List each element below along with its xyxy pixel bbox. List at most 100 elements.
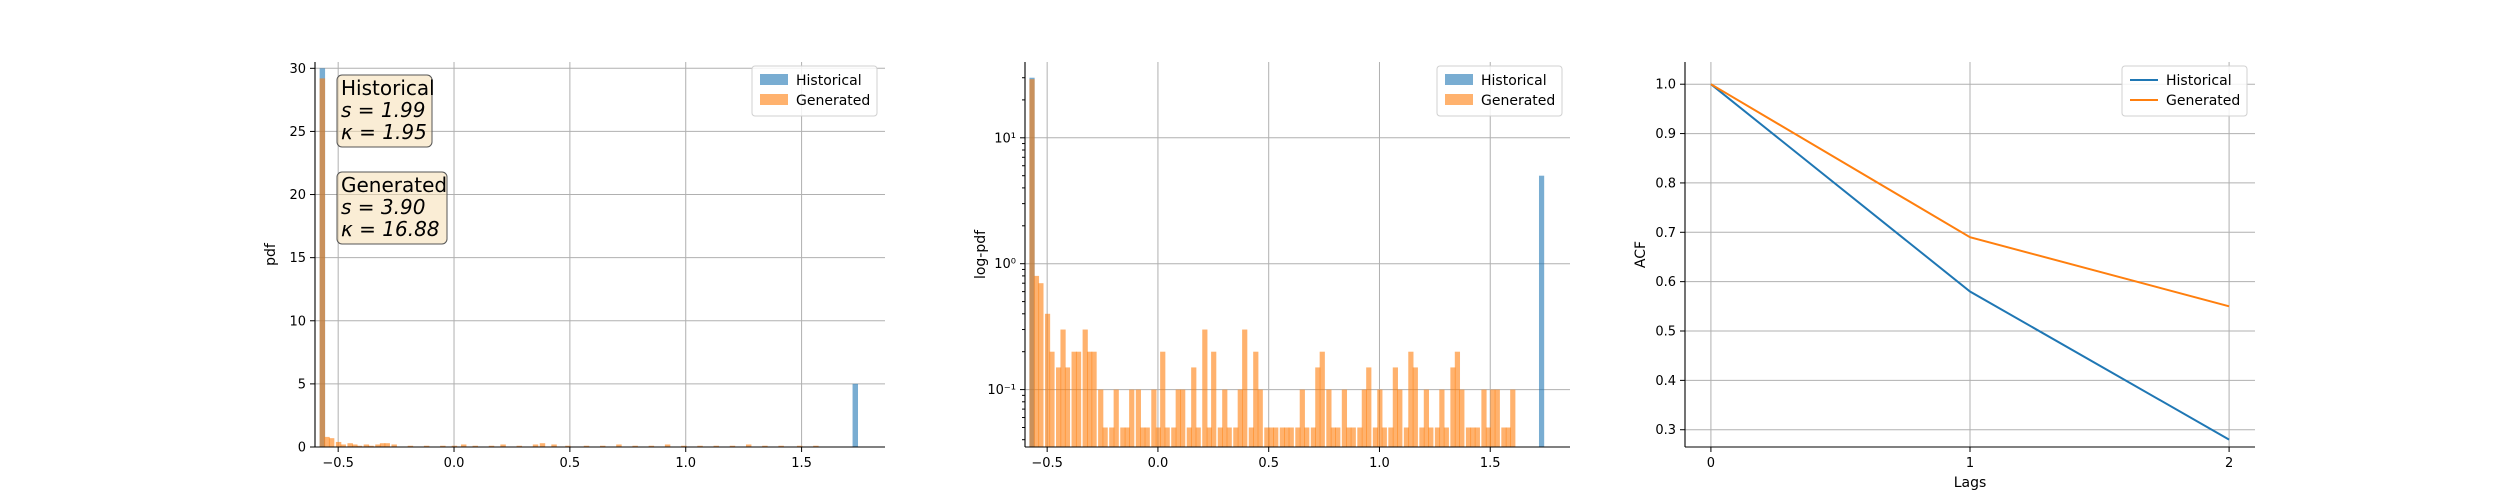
generated-histogram-bar (460, 444, 467, 447)
generated-histogram-bar (1044, 313, 1051, 447)
generated-histogram-bar (1124, 427, 1130, 447)
generated-histogram-bar (1372, 427, 1379, 447)
stats-box (336, 74, 433, 148)
y-axis-label: ACF (1633, 241, 1649, 268)
generated-histogram-bar (1412, 367, 1418, 447)
y-tick-label: 30 (289, 62, 306, 77)
generated-histogram-bar (1113, 389, 1119, 447)
generated-histogram-bar (1202, 329, 1208, 447)
generated-histogram-bar (1233, 427, 1239, 447)
y-tick-label: 10¹ (994, 131, 1016, 146)
generated-histogram-bar (328, 438, 335, 447)
generated-histogram-bar (1465, 427, 1472, 447)
historical-histogram-bar (852, 383, 859, 447)
generated-histogram-bar (1109, 427, 1115, 447)
generated-histogram-bar (1485, 427, 1492, 447)
generated-histogram-bar (551, 444, 557, 447)
y-tick-label: 25 (289, 125, 306, 140)
panel-histogram-pdf: −0.5 0.0 0.5 1.0 1.5 0 5 10 15 20 25 30 pdf Historica… (263, 62, 885, 471)
y-tick-label: 0.7 (1655, 226, 1676, 241)
y-tick-label: 10⁻¹ (987, 383, 1016, 398)
generated-histogram-bar (1186, 427, 1192, 447)
generated-histogram-bar (1481, 389, 1487, 447)
stats-skewness: s = 1.99 (341, 98, 425, 122)
generated-histogram-bar (516, 445, 523, 447)
x-tick-label: 1.0 (675, 456, 696, 471)
generated-histogram-bar (1102, 427, 1108, 447)
generated-histogram-bar (384, 443, 390, 447)
generated-histogram-bar (1075, 351, 1082, 447)
generated-histogram-bar (1419, 427, 1425, 447)
generated-histogram-bar (451, 445, 458, 447)
generated-histogram-bar (1284, 427, 1290, 447)
legend-box (2121, 65, 2248, 117)
stats-kurtosis: κ = 16.88 (341, 217, 440, 241)
generated-histogram-bar (1470, 427, 1476, 447)
x-tick-label: 0.5 (560, 456, 581, 471)
generated-histogram-bar (713, 445, 719, 447)
generated-acf-line (1710, 83, 2230, 308)
legend-entry: Generated (2166, 93, 2240, 109)
generated-histogram-bar (1268, 427, 1274, 447)
y-tick-label: 0.8 (1655, 176, 1676, 191)
generated-histogram-bar (1098, 389, 1104, 447)
generated-histogram-bar (1428, 427, 1434, 447)
generated-histogram-bar (1315, 367, 1321, 447)
generated-histogram-bar (356, 445, 363, 447)
generated-histogram-bar (1273, 427, 1279, 447)
generated-histogram-bar (1454, 351, 1461, 447)
generated-histogram-bar (648, 445, 655, 447)
y-tick-label: 0 (298, 441, 306, 456)
legend-entry: Historical (796, 73, 862, 89)
generated-histogram-bar (1226, 427, 1232, 447)
generated-histogram-bar (1071, 351, 1077, 447)
stats-title: Generated (341, 173, 447, 197)
generated-histogram-bar (1403, 427, 1410, 447)
generated-histogram-bar (1082, 329, 1088, 447)
generated-histogram-bar (565, 445, 571, 447)
x-tick-label: 0.0 (1148, 456, 1169, 471)
y-tick-label: 0.4 (1655, 374, 1676, 389)
generated-histogram-bar (1211, 351, 1217, 447)
historical-acf-line (1710, 83, 2230, 441)
x-tick-label: 0 (1707, 456, 1715, 471)
generated-histogram-bar (1295, 427, 1301, 447)
legend-entry: Historical (2166, 73, 2232, 89)
generated-histogram-bar (440, 445, 446, 447)
generated-histogram-bar (324, 436, 330, 447)
y-tick-label: 10⁰ (994, 257, 1016, 272)
generated-histogram-bar (352, 444, 358, 447)
generated-histogram-bar (1510, 389, 1516, 447)
generated-histogram-bar (1264, 427, 1270, 447)
legend-swatch (1445, 74, 1473, 85)
generated-histogram-bar (532, 444, 539, 447)
y-tick-label: 15 (289, 251, 306, 266)
generated-histogram-bar (1175, 389, 1181, 447)
x-tick-label: 2 (2225, 456, 2233, 471)
generated-histogram-bar (1377, 389, 1383, 447)
panel-acf-lines: 0 1 2 0.3 0.4 0.5 0.6 0.7 0.8 0.9 1.0 ACF Lags Histor… (1633, 62, 2255, 491)
x-tick-label: 1.0 (1369, 456, 1390, 471)
generated-histogram-bar (1341, 389, 1348, 447)
generated-histogram-bar (407, 445, 414, 447)
generated-histogram-bar (379, 443, 386, 447)
generated-histogram-bar (1164, 427, 1170, 447)
generated-histogram-bar (1439, 389, 1445, 447)
generated-histogram-bar (729, 445, 736, 447)
generated-histogram-bar (472, 445, 479, 447)
generated-histogram-bar (423, 445, 430, 447)
generated-histogram-bar (1160, 351, 1166, 447)
generated-histogram-bar (335, 441, 342, 447)
generated-histogram-bar (1155, 427, 1161, 447)
generated-histogram-bar (697, 445, 703, 447)
generated-histogram-bar (796, 445, 803, 447)
generated-histogram-bar (1310, 427, 1316, 447)
generated-histogram-bar (500, 444, 506, 447)
historical-histogram-bar (1538, 175, 1545, 448)
generated-histogram-bar (1304, 427, 1310, 447)
y-tick-label: 0.3 (1655, 423, 1676, 438)
generated-histogram-bar (363, 444, 370, 447)
legend-entry: Historical (1481, 73, 1547, 89)
generated-histogram-bar (1335, 427, 1341, 447)
